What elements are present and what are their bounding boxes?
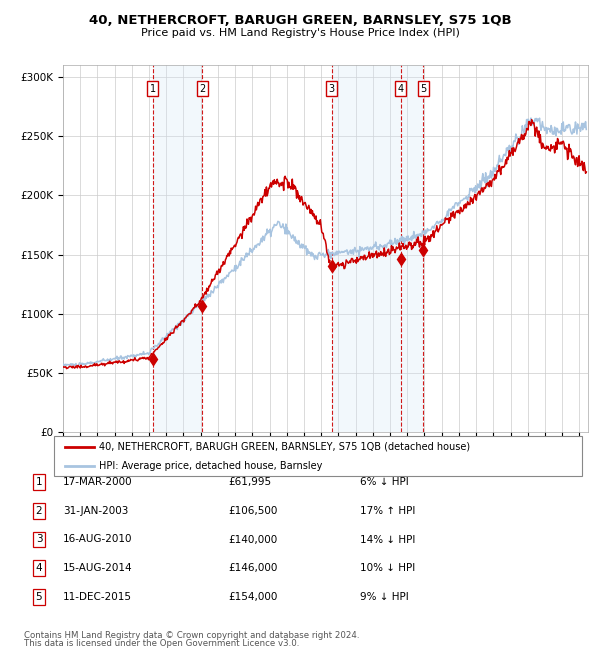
Text: 5: 5: [35, 592, 43, 602]
Text: £154,000: £154,000: [228, 592, 277, 602]
Bar: [332, 65, 401, 432]
Text: HPI: Average price, detached house, Barnsley: HPI: Average price, detached house, Barn…: [99, 461, 322, 471]
Text: 5: 5: [421, 84, 427, 94]
Text: 4: 4: [35, 563, 43, 573]
Text: 14% ↓ HPI: 14% ↓ HPI: [360, 534, 415, 545]
Text: £106,500: £106,500: [228, 506, 277, 516]
Text: 17% ↑ HPI: 17% ↑ HPI: [360, 506, 415, 516]
Text: £61,995: £61,995: [228, 477, 271, 488]
Text: 9% ↓ HPI: 9% ↓ HPI: [360, 592, 409, 602]
Text: £146,000: £146,000: [228, 563, 277, 573]
Text: Contains HM Land Registry data © Crown copyright and database right 2024.: Contains HM Land Registry data © Crown c…: [24, 631, 359, 640]
Text: £140,000: £140,000: [228, 534, 277, 545]
FancyBboxPatch shape: [54, 436, 582, 476]
Text: 40, NETHERCROFT, BARUGH GREEN, BARNSLEY, S75 1QB: 40, NETHERCROFT, BARUGH GREEN, BARNSLEY,…: [89, 14, 511, 27]
Text: 1: 1: [149, 84, 156, 94]
Text: Price paid vs. HM Land Registry's House Price Index (HPI): Price paid vs. HM Land Registry's House …: [140, 28, 460, 38]
Text: 6% ↓ HPI: 6% ↓ HPI: [360, 477, 409, 488]
Text: 11-DEC-2015: 11-DEC-2015: [63, 592, 132, 602]
Text: 2: 2: [35, 506, 43, 516]
Text: 15-AUG-2014: 15-AUG-2014: [63, 563, 133, 573]
Text: 17-MAR-2000: 17-MAR-2000: [63, 477, 133, 488]
Text: 3: 3: [329, 84, 335, 94]
Text: 2: 2: [199, 84, 205, 94]
Text: 40, NETHERCROFT, BARUGH GREEN, BARNSLEY, S75 1QB (detached house): 40, NETHERCROFT, BARUGH GREEN, BARNSLEY,…: [99, 442, 470, 452]
Text: 3: 3: [35, 534, 43, 545]
Text: 1: 1: [35, 477, 43, 488]
Text: This data is licensed under the Open Government Licence v3.0.: This data is licensed under the Open Gov…: [24, 639, 299, 648]
Bar: [152, 65, 202, 432]
Text: 10% ↓ HPI: 10% ↓ HPI: [360, 563, 415, 573]
Text: 4: 4: [398, 84, 404, 94]
Bar: [401, 65, 424, 432]
Text: 31-JAN-2003: 31-JAN-2003: [63, 506, 128, 516]
Text: 16-AUG-2010: 16-AUG-2010: [63, 534, 133, 545]
